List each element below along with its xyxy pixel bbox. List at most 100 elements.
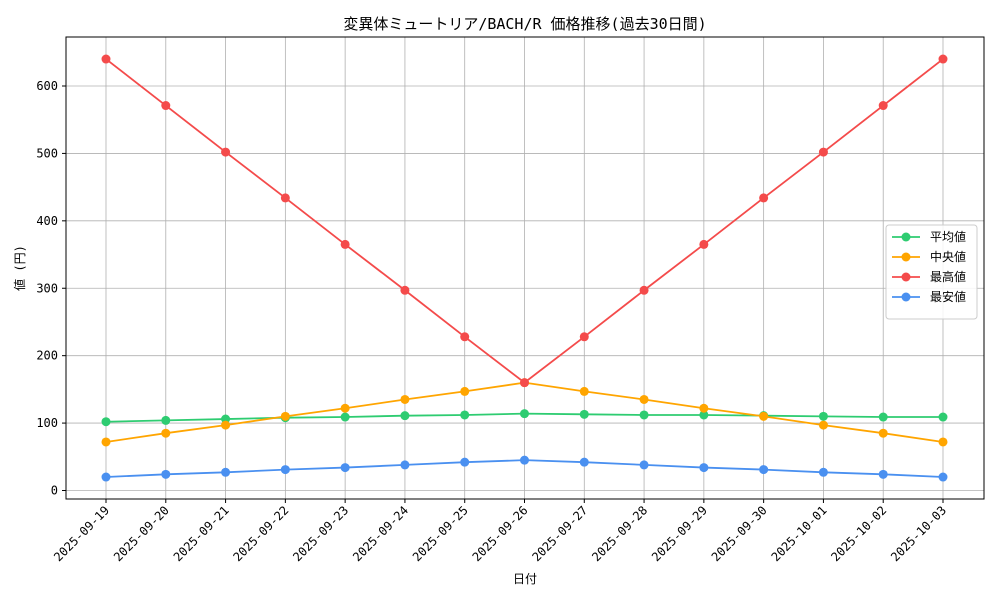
data-point — [280, 193, 290, 203]
data-point — [938, 472, 948, 482]
data-point — [699, 403, 709, 413]
data-point — [818, 420, 828, 430]
data-point — [520, 455, 529, 465]
legend-item: 最安値 — [892, 289, 966, 304]
x-tick-label: 2025-09-23 — [290, 503, 351, 564]
data-point — [878, 428, 888, 438]
data-point — [460, 410, 470, 420]
data-point — [878, 469, 888, 479]
data-point — [161, 415, 171, 425]
legend-marker — [901, 292, 911, 302]
data-point — [699, 239, 709, 249]
y-tick-label: 100 — [36, 416, 58, 430]
data-point — [579, 457, 589, 467]
x-axis-label: 日付 — [513, 572, 537, 586]
data-point — [520, 378, 529, 388]
data-point — [639, 410, 649, 420]
data-point — [759, 465, 769, 475]
x-tick-label: 2025-09-25 — [410, 503, 471, 564]
data-point — [818, 467, 828, 477]
data-point — [938, 437, 948, 447]
data-point — [161, 469, 171, 479]
plot-frame — [65, 36, 985, 500]
data-point — [101, 472, 111, 482]
y-axis-label: 値 (円) — [12, 245, 27, 291]
x-tick-label: 2025-09-22 — [230, 503, 291, 564]
data-point — [101, 54, 111, 64]
data-point — [878, 101, 888, 111]
x-tick-label: 2025-10-01 — [769, 503, 830, 564]
data-point — [818, 147, 828, 157]
y-tick-label: 300 — [36, 281, 58, 295]
data-point — [400, 394, 410, 404]
data-point — [759, 193, 769, 203]
data-point — [639, 394, 649, 404]
y-tick-label: 500 — [36, 146, 58, 160]
data-point — [938, 54, 948, 64]
x-tick-label: 2025-09-29 — [649, 503, 710, 564]
legend-label: 最高値 — [930, 269, 966, 284]
data-point — [161, 101, 171, 111]
data-point — [460, 457, 470, 467]
x-tick-label: 2025-09-21 — [171, 503, 232, 564]
legend-item: 平均値 — [892, 229, 966, 244]
y-tick-label: 200 — [36, 349, 58, 363]
data-point — [400, 285, 410, 295]
legend-marker — [901, 232, 911, 242]
data-point — [639, 460, 649, 470]
y-tick-label: 0 — [51, 484, 58, 498]
chart-title: 変異体ミュートリア/BACH/R 価格推移(過去30日間) — [343, 15, 706, 33]
data-point — [818, 411, 828, 421]
data-point — [161, 428, 171, 438]
legend-item: 中央値 — [892, 249, 966, 264]
y-tick-label: 400 — [36, 214, 58, 228]
x-tick-label: 2025-09-28 — [589, 503, 650, 564]
data-point — [460, 332, 470, 342]
data-point — [520, 409, 529, 419]
series-group — [101, 54, 948, 482]
x-tick-label: 2025-10-02 — [828, 503, 889, 564]
data-point — [280, 411, 290, 421]
legend-item: 最高値 — [892, 269, 966, 284]
data-point — [340, 463, 350, 473]
legend-label: 中央値 — [930, 249, 966, 264]
data-point — [221, 420, 231, 430]
data-point — [280, 465, 290, 475]
legend-marker — [901, 252, 911, 262]
grid — [66, 37, 984, 499]
data-point — [101, 417, 111, 427]
x-tick-label: 2025-09-19 — [51, 503, 112, 564]
x-axis: 2025-09-192025-09-202025-09-212025-09-22… — [51, 499, 949, 564]
x-tick-label: 2025-10-03 — [888, 503, 949, 564]
data-point — [400, 460, 410, 470]
series-3 — [101, 54, 948, 388]
data-point — [400, 411, 410, 421]
x-tick-label: 2025-09-26 — [470, 503, 531, 564]
x-tick-label: 2025-09-30 — [709, 503, 770, 564]
data-point — [579, 332, 589, 342]
legend-label: 最安値 — [930, 289, 966, 304]
data-point — [460, 386, 470, 396]
data-point — [221, 467, 231, 477]
y-tick-label: 600 — [36, 79, 58, 93]
data-point — [878, 412, 888, 422]
data-point — [699, 463, 709, 473]
data-point — [579, 386, 589, 396]
x-tick-label: 2025-09-27 — [529, 503, 590, 564]
y-axis: 0 100 200 300 400 500 600 — [36, 79, 66, 498]
legend-marker — [901, 272, 911, 282]
data-point — [759, 411, 769, 421]
data-point — [340, 403, 350, 413]
x-tick-label: 2025-09-20 — [111, 503, 172, 564]
data-point — [340, 239, 350, 249]
series-4 — [101, 455, 948, 482]
data-point — [699, 410, 709, 420]
legend-label: 平均値 — [930, 229, 966, 244]
data-point — [221, 147, 231, 157]
data-point — [639, 285, 649, 295]
data-point — [340, 412, 350, 422]
data-point — [579, 409, 589, 419]
x-tick-label: 2025-09-24 — [350, 503, 411, 564]
